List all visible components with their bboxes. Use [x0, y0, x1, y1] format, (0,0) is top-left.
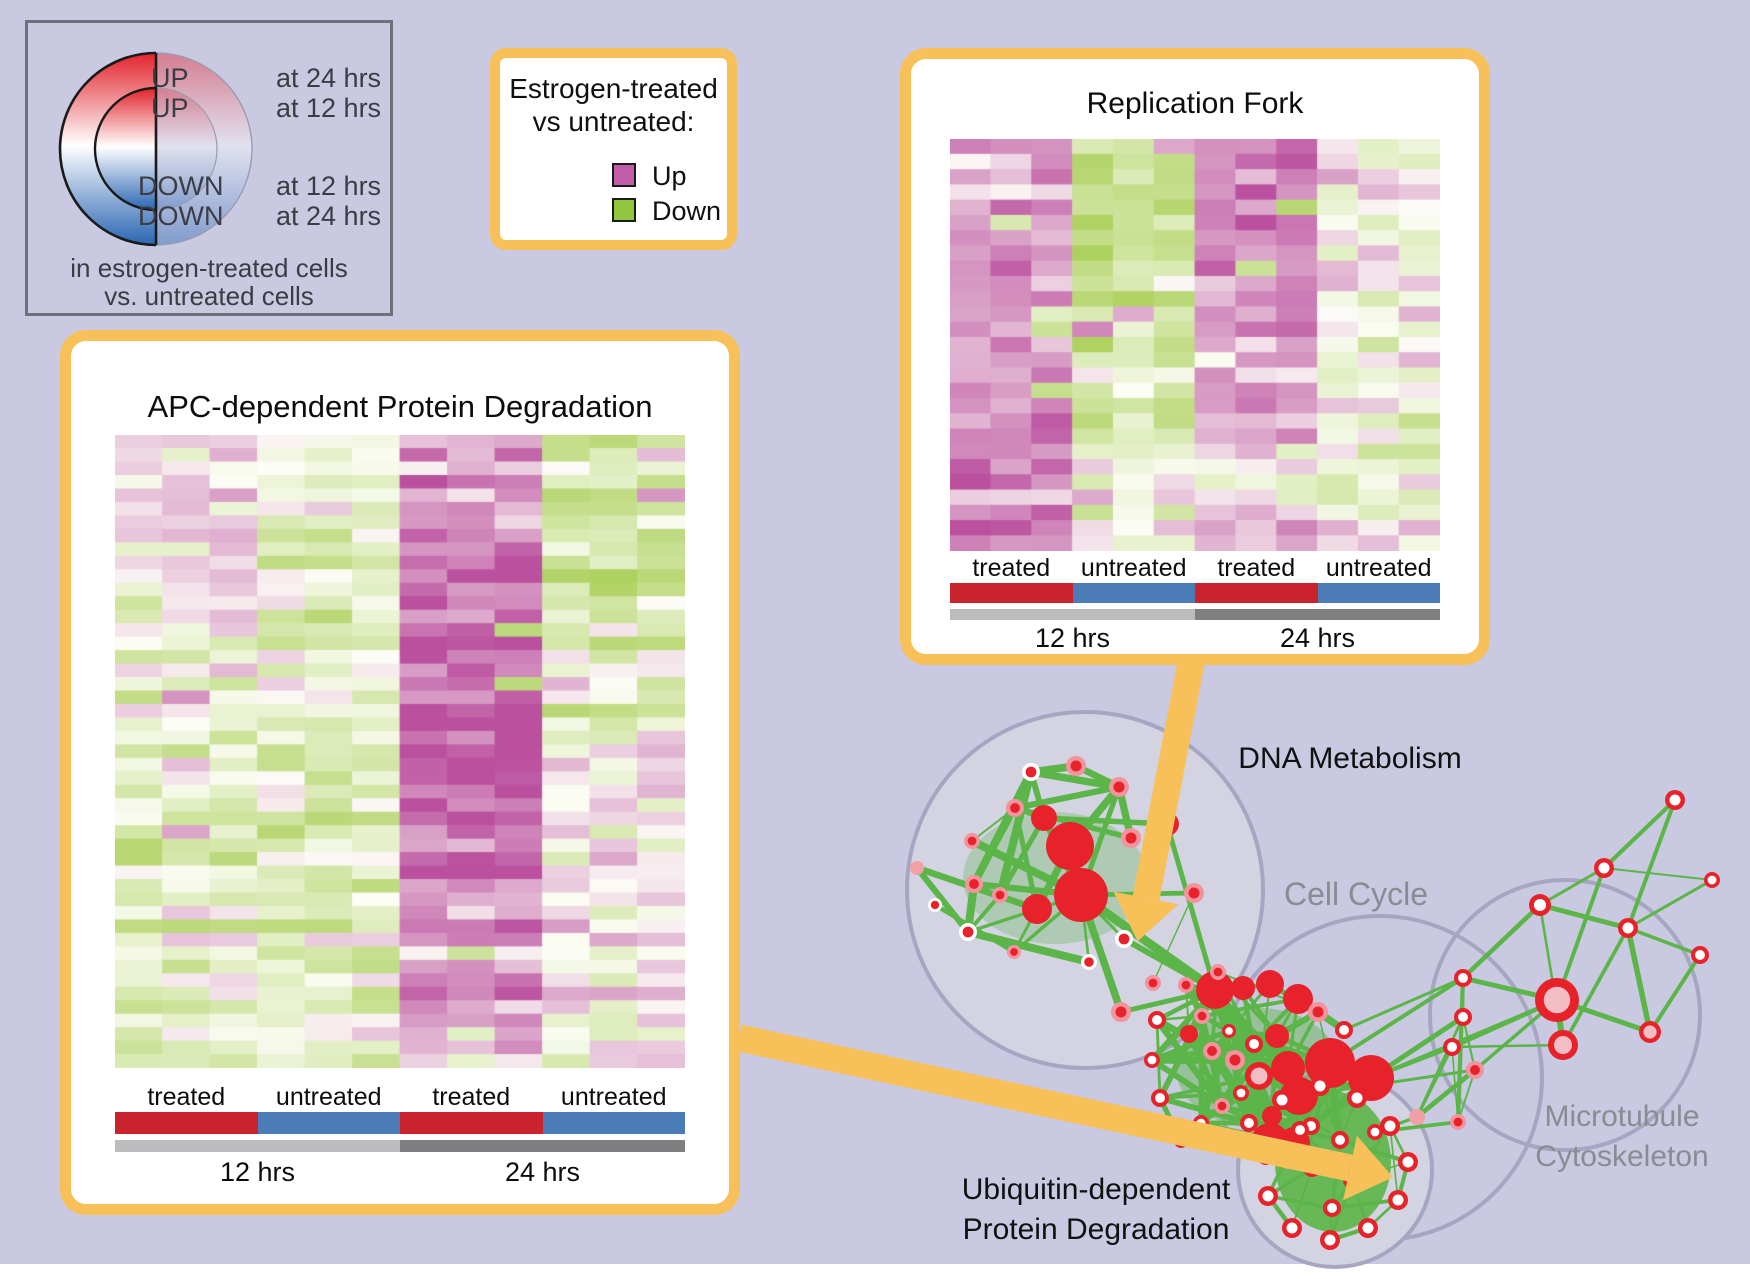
up-color-swatch — [612, 163, 636, 187]
apc-heatmap-panel: APC-dependent Protein Degradation treate… — [60, 330, 740, 1215]
condition-bar-untreated — [1317, 583, 1440, 603]
condition-bar-untreated — [542, 1112, 685, 1134]
apc-heatmap — [115, 435, 685, 1068]
group-label-treated-12: treated — [972, 554, 1051, 582]
rf-group-labels: treated untreated treated untreated — [950, 554, 1440, 583]
time-bar-24hrs — [400, 1140, 685, 1152]
ring-direction-label: DOWN — [138, 171, 224, 201]
inner-ring-outline — [93, 86, 157, 212]
condition-bar-untreated — [257, 1112, 400, 1134]
ring-direction-label: DOWN — [138, 201, 224, 231]
ring-time-label: at 12 hrs — [276, 93, 382, 123]
group-label-untreated-24: untreated — [1325, 554, 1432, 582]
time-label-12hrs: 12 hrs — [219, 1157, 296, 1187]
time-bar-12hrs — [950, 609, 1195, 620]
condition-bar-untreated — [1072, 583, 1195, 603]
untreated-fade-overlay — [156, 51, 254, 247]
color-legend-box: Estrogen-treated vs untreated: Up Down — [490, 48, 737, 250]
color-legend-title-line1: Estrogen-treated — [509, 73, 718, 104]
apc-group-labels: treated untreated treated untreated — [115, 1083, 685, 1112]
rf-condition-bar — [950, 583, 1440, 603]
ring-legend-diagram — [58, 51, 254, 247]
ring-direction-label: UP — [151, 63, 189, 93]
time-label-24hrs: 24 hrs — [1279, 623, 1356, 653]
group-label-treated-24: treated — [432, 1083, 511, 1111]
apc-condition-bar — [115, 1112, 685, 1134]
down-color-swatch — [612, 198, 636, 222]
rf-time-bar — [950, 609, 1440, 620]
time-bar-12hrs — [115, 1140, 400, 1152]
group-label-treated-12: treated — [147, 1083, 226, 1111]
condition-bar-treated — [950, 583, 1073, 603]
apc-time-labels: 12 hrs 24 hrs — [115, 1157, 685, 1188]
up-label: Up — [652, 161, 687, 191]
group-label-treated-24: treated — [1217, 554, 1296, 582]
ring-time-label: at 12 hrs — [276, 171, 382, 201]
time-bar-24hrs — [1195, 609, 1440, 620]
ring-time-label: at 24 hrs — [276, 63, 382, 93]
rf-heatmap — [950, 139, 1440, 551]
group-label-untreated-12: untreated — [1080, 554, 1187, 582]
color-legend-title-line2: vs untreated: — [532, 106, 695, 137]
ring-legend-box: UP at 24 hrs UP at 12 hrs DOWN at 12 hrs… — [25, 20, 393, 316]
condition-bar-treated — [115, 1112, 258, 1134]
time-label-12hrs: 12 hrs — [1034, 623, 1111, 653]
ring-time-label: at 24 hrs — [276, 201, 382, 231]
down-label: Down — [652, 196, 722, 226]
replication-fork-panel: Replication Fork treated untreated treat… — [900, 48, 1490, 665]
condition-bar-treated — [400, 1112, 543, 1134]
ring-direction-label: UP — [151, 93, 189, 123]
inner-ring-outline-faded — [155, 87, 218, 211]
condition-bar-treated — [1195, 583, 1318, 603]
rf-panel-title: Replication Fork — [1086, 87, 1304, 120]
rf-time-labels: 12 hrs 24 hrs — [950, 623, 1440, 654]
apc-panel-title: APC-dependent Protein Degradation — [147, 389, 653, 424]
group-label-untreated-12: untreated — [275, 1083, 382, 1111]
group-label-untreated-24: untreated — [560, 1083, 667, 1111]
time-label-24hrs: 24 hrs — [504, 1157, 581, 1187]
ring-legend-footnote-line2: vs. untreated cells — [104, 281, 314, 311]
outer-ring-outline-faded — [155, 52, 253, 246]
outer-ring-outline — [58, 51, 157, 247]
ring-legend-footnote-line1: in estrogen-treated cells — [70, 253, 348, 283]
apc-time-bar — [115, 1140, 685, 1152]
